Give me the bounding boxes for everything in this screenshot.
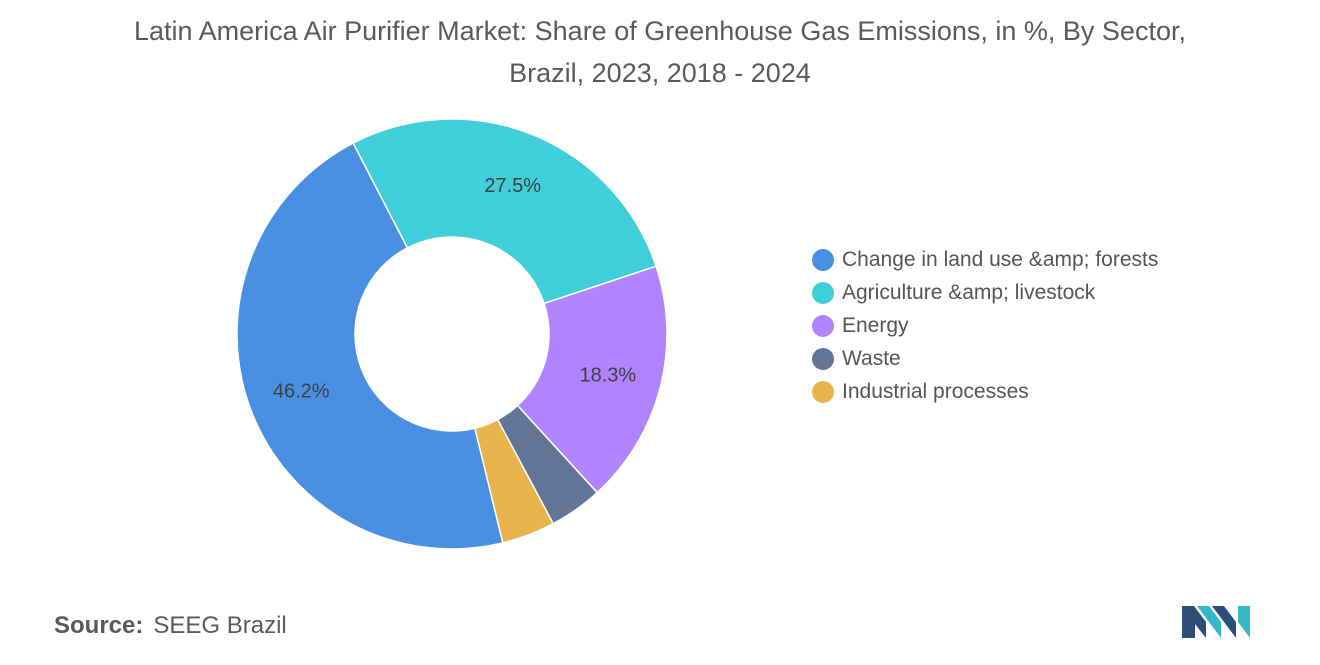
donut-slices (236, 118, 668, 550)
legend-item-0: Change in land use &amp; forests (812, 243, 1158, 276)
legend-item-4: Industrial processes (812, 375, 1158, 408)
donut-slice-4 (474, 418, 555, 544)
data-label-2: 18.3% (579, 365, 636, 387)
legend-label-3: Waste (842, 346, 901, 370)
donut-slice-1 (352, 118, 658, 305)
donut-data-labels: 46.2% 27.5% 18.3% (273, 175, 637, 403)
legend-label-4: Industrial processes (842, 379, 1029, 403)
legend-label-0: Change in land use &amp; forests (842, 247, 1159, 271)
legend-label-2: Energy (842, 313, 909, 337)
legend-swatch-0 (812, 248, 834, 271)
source-value: SEEG Brazil (153, 612, 287, 639)
donut-slice-2 (516, 265, 668, 494)
legend-item-3: Waste (812, 342, 1158, 375)
chart-legend: Change in land use &amp; forests Agricult… (812, 243, 1158, 408)
legend-item-2: Energy (812, 309, 1158, 342)
legend-label-1: Agriculture &amp; livestock (842, 280, 1096, 304)
source-label: Source: (54, 612, 144, 639)
legend-swatch-1 (812, 281, 834, 304)
chart-title: Latin America Air Purifier Market: Share… (134, 16, 1186, 88)
legend-item-1: Agriculture &amp; livestock (812, 276, 1158, 309)
legend-swatch-2 (812, 314, 834, 337)
legend-swatch-4 (812, 380, 834, 403)
source-note: Source: SEEG Brazil (54, 612, 287, 640)
mordor-intelligence-logo-icon (1182, 606, 1250, 638)
data-label-1: 27.5% (484, 175, 541, 197)
legend-swatch-3 (812, 347, 834, 370)
data-label-0: 46.2% (273, 380, 330, 402)
donut-slice-0 (236, 142, 504, 550)
